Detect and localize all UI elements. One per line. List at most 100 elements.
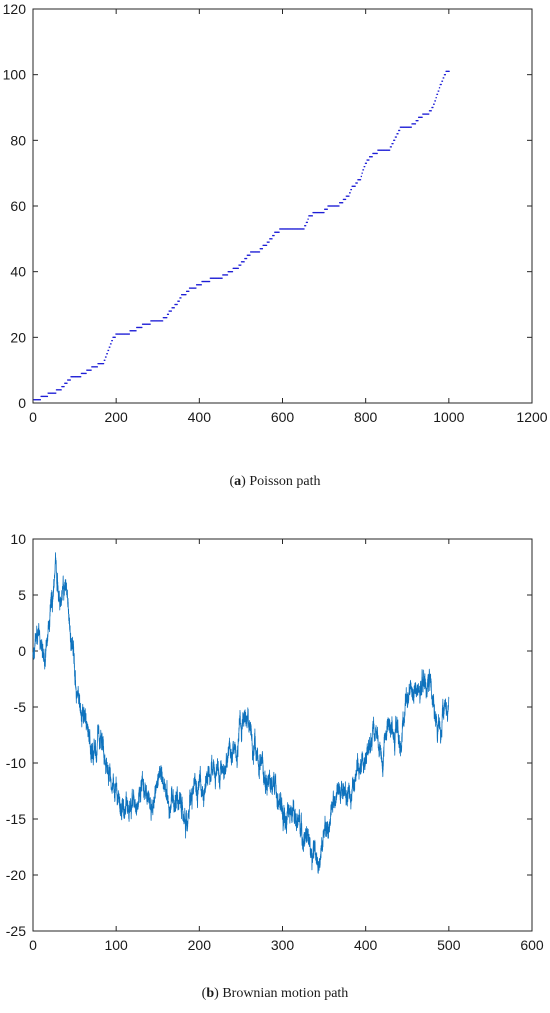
poisson-point <box>188 290 190 292</box>
poisson-point <box>437 93 439 95</box>
poisson-point <box>195 287 197 289</box>
poisson-x-tick-label: 600 <box>271 409 295 425</box>
poisson-point <box>307 221 308 224</box>
poisson-x-tick-label: 400 <box>188 409 212 425</box>
poisson-point <box>90 369 92 371</box>
brownian-y-tick-label: -10 <box>6 755 26 771</box>
poisson-point <box>55 392 57 394</box>
poisson-point <box>240 264 242 266</box>
poisson-point <box>354 185 356 187</box>
poisson-point <box>351 188 353 191</box>
poisson-point <box>149 323 151 325</box>
poisson-point <box>303 228 305 230</box>
poisson-point <box>278 231 280 233</box>
poisson-point <box>445 74 446 76</box>
poisson-point <box>168 313 170 315</box>
poisson-point <box>85 372 87 375</box>
poisson-point <box>114 336 116 338</box>
brownian-y-tick-label: 10 <box>10 531 26 547</box>
brownian-x-tick-label: 0 <box>29 937 37 953</box>
poisson-point <box>356 182 358 184</box>
poisson-y-tick-label: 20 <box>10 329 26 345</box>
poisson-point <box>259 251 261 253</box>
chart-poisson: 0 200 400 600 800 1000 1200 0 20 40 60 80 100 120 <box>3 1 548 425</box>
poisson-point <box>243 261 245 263</box>
brownian-y-tick-label: -15 <box>6 811 26 827</box>
brownian-y-tick-label: -5 <box>14 699 27 715</box>
poisson-point <box>360 179 362 181</box>
poisson-point <box>108 349 110 352</box>
poisson-point <box>410 126 412 128</box>
poisson-point <box>389 149 391 151</box>
poisson-point <box>271 238 273 240</box>
chart-brownian: 0 100 200 300 400 500 600 -25 -20 -15 -10 -5 0 5 10 <box>6 531 544 953</box>
poisson-point <box>60 389 62 391</box>
poisson-series <box>33 70 450 401</box>
poisson-x-tick-label: 0 <box>29 409 37 425</box>
poisson-point <box>361 172 363 174</box>
poisson-point <box>273 234 275 237</box>
poisson-point <box>392 143 394 145</box>
brownian-x-tick-label: 600 <box>520 937 544 953</box>
poisson-point <box>438 90 440 92</box>
poisson-point <box>348 195 350 197</box>
brownian-x-tick-label: 100 <box>104 937 128 953</box>
brownian-x-tick-label: 400 <box>354 937 378 953</box>
poisson-point <box>166 317 168 319</box>
poisson-y-tick-label: 80 <box>10 132 26 148</box>
poisson-point <box>433 103 435 105</box>
poisson-point <box>129 333 130 335</box>
poisson-point <box>394 139 396 141</box>
poisson-point <box>439 87 441 89</box>
caption-brownian-tag: b <box>206 986 215 1001</box>
poisson-point <box>415 123 417 125</box>
poisson-point <box>176 303 178 306</box>
poisson-point <box>338 205 340 207</box>
poisson-point <box>246 257 248 260</box>
poisson-point <box>103 363 105 365</box>
poisson-point <box>209 280 211 283</box>
poisson-point <box>432 106 434 109</box>
poisson-point <box>312 215 313 217</box>
poisson-y-tick-label: 120 <box>3 1 27 17</box>
poisson-plot-frame <box>32 8 533 404</box>
poisson-y-tick-label: 0 <box>18 395 26 411</box>
poisson-point <box>104 359 106 361</box>
poisson-point <box>391 146 392 148</box>
poisson-point <box>326 208 328 210</box>
brownian-y-tick-label: 0 <box>18 643 26 659</box>
brownian-x-tick-label: 300 <box>271 937 295 953</box>
poisson-point <box>109 346 111 348</box>
poisson-point <box>141 326 143 329</box>
poisson-point <box>262 248 264 250</box>
brownian-series-line <box>32 552 450 874</box>
caption-brownian-text: Brownian motion path <box>222 986 349 1001</box>
poisson-point <box>238 267 239 269</box>
poisson-point <box>397 133 399 135</box>
poisson-point <box>443 77 445 79</box>
poisson-point <box>80 376 82 378</box>
poisson-point <box>428 113 430 115</box>
poisson-point <box>371 156 373 158</box>
poisson-point <box>66 382 68 384</box>
caption-poisson: (a) Poisson path <box>229 474 321 489</box>
poisson-point <box>366 162 367 164</box>
poisson-point <box>180 297 182 299</box>
poisson-point <box>110 343 112 345</box>
poisson-point <box>266 244 268 246</box>
poisson-point <box>70 379 71 381</box>
poisson-point <box>442 80 444 82</box>
brownian-y-tick-label: -20 <box>6 867 26 883</box>
poisson-point <box>305 225 307 227</box>
poisson-y-tick-label: 100 <box>3 67 27 83</box>
caption-poisson-tag: a <box>234 474 242 489</box>
poisson-point <box>363 169 365 171</box>
caption-poisson-text: Poisson path <box>249 474 321 489</box>
poisson-point <box>135 330 137 332</box>
poisson-point <box>376 152 378 155</box>
poisson-point <box>345 198 347 201</box>
poisson-point <box>107 353 108 355</box>
poisson-x-tick-label: 200 <box>104 409 128 425</box>
poisson-point <box>368 159 370 161</box>
poisson-point <box>232 271 234 273</box>
